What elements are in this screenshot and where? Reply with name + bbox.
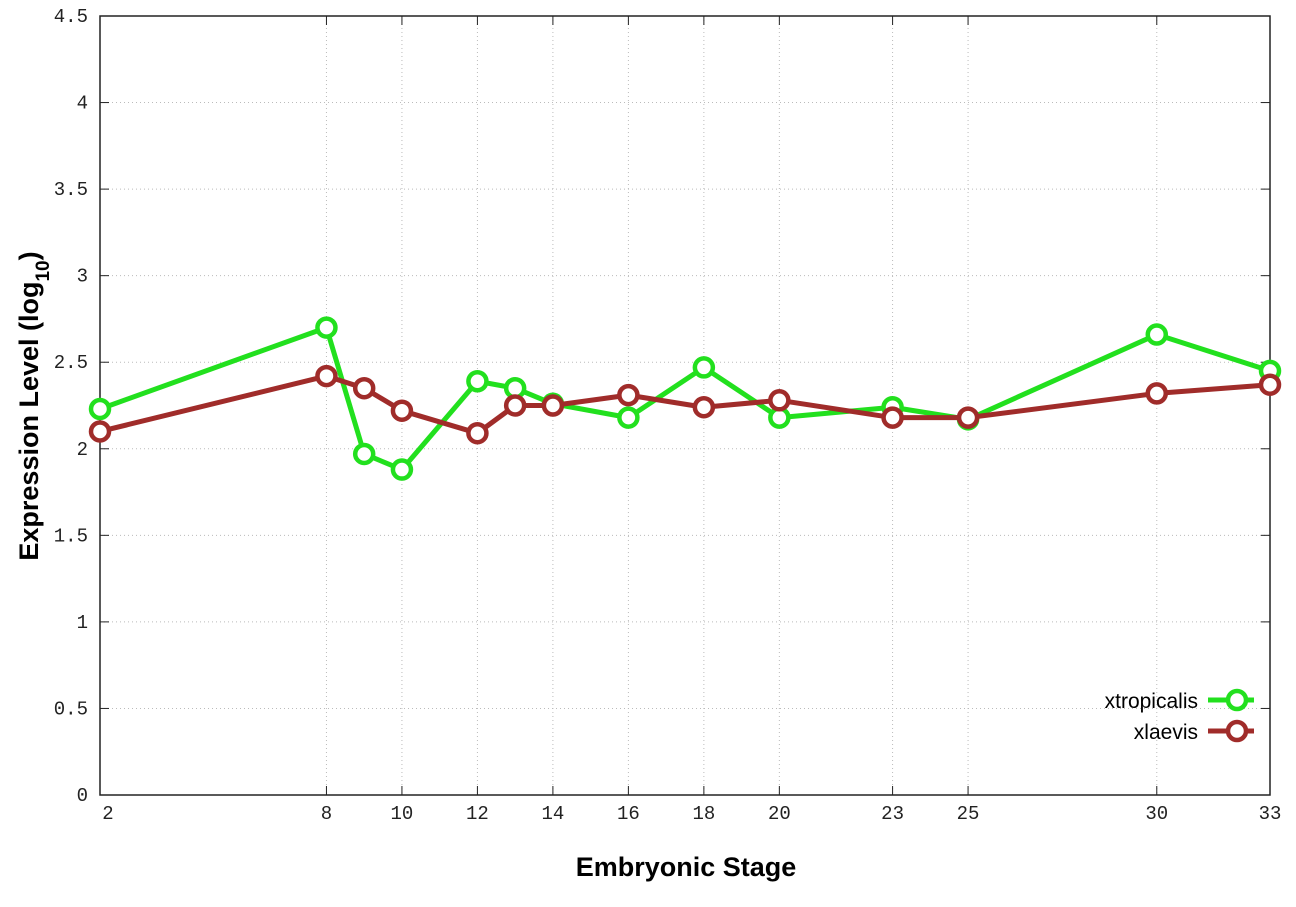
legend: xtropicalis xlaevis bbox=[1105, 688, 1254, 744]
y-tick-label: 1 bbox=[77, 612, 88, 634]
series-line-xlaevis bbox=[99, 373, 1271, 436]
y-tick-label: 3.5 bbox=[54, 179, 88, 201]
x-tick-label: 33 bbox=[1259, 803, 1282, 825]
data-point-xlaevis bbox=[768, 389, 791, 412]
data-point-xlaevis bbox=[1258, 373, 1282, 396]
data-point-xlaevis bbox=[390, 399, 414, 422]
data-point-xtropicalis bbox=[352, 442, 376, 466]
y-tick-label: 0 bbox=[77, 785, 88, 807]
data-point-xtropicalis bbox=[692, 356, 716, 379]
x-tick-label: 18 bbox=[692, 803, 715, 825]
data-point-xtropicalis bbox=[88, 397, 112, 421]
legend-marker-xlaevis bbox=[1225, 719, 1249, 743]
x-tick-label: 12 bbox=[466, 803, 489, 825]
x-tick-label: 10 bbox=[391, 803, 414, 825]
data-point-xlaevis bbox=[315, 364, 338, 388]
y-tick-label: 4.5 bbox=[54, 6, 88, 28]
data-point-xlaevis bbox=[1145, 382, 1169, 405]
data-point-xtropicalis bbox=[617, 406, 640, 429]
legend-label-xlaevis: xlaevis bbox=[1134, 721, 1198, 744]
data-point-xtropicalis bbox=[466, 370, 489, 393]
data-point-xlaevis bbox=[503, 394, 527, 417]
data-point-xtropicalis bbox=[1145, 323, 1169, 346]
data-point-xtropicalis bbox=[390, 458, 414, 481]
x-tick-label: 8 bbox=[321, 803, 332, 825]
y-axis-label: Expression Level (log10) bbox=[14, 251, 54, 560]
data-point-xlaevis bbox=[881, 406, 904, 429]
data-point-xlaevis bbox=[466, 421, 489, 445]
y-tick-label: 4 bbox=[77, 93, 88, 115]
x-axis-label: Embryonic Stage bbox=[576, 852, 797, 882]
x-tick-label: 23 bbox=[881, 803, 904, 825]
axes: 0 0.5 1 1.5 2 2.5 3 3.5 4 4.5 2 8 10 12 14 16 18 20 23 25 30… bbox=[54, 6, 1282, 825]
series-line-xtropicalis bbox=[99, 325, 1271, 473]
legend-label-xtropicalis: xtropicalis bbox=[1105, 690, 1198, 713]
x-tick-label: 30 bbox=[1145, 803, 1168, 825]
y-tick-label: 1.5 bbox=[54, 525, 88, 547]
x-tick-label: 14 bbox=[541, 803, 564, 825]
grid bbox=[100, 16, 1270, 795]
x-tick-label: 16 bbox=[617, 803, 640, 825]
legend-marker-xtropicalis bbox=[1225, 688, 1249, 712]
x-tick-label: 2 bbox=[102, 803, 113, 825]
x-tick-label: 20 bbox=[768, 803, 791, 825]
y-tick-label: 0.5 bbox=[54, 698, 88, 720]
data-point-xlaevis bbox=[88, 420, 112, 443]
data-point-xlaevis bbox=[617, 383, 640, 407]
x-tick-label: 25 bbox=[957, 803, 980, 825]
data-point-xlaevis bbox=[956, 406, 980, 429]
data-point-xtropicalis bbox=[315, 316, 338, 339]
data-point-xlaevis bbox=[352, 376, 376, 400]
y-tick-label: 2.5 bbox=[54, 352, 88, 374]
y-tick-label: 2 bbox=[77, 439, 88, 461]
y-tick-label: 3 bbox=[77, 266, 88, 288]
series-group bbox=[88, 316, 1282, 481]
data-point-xlaevis bbox=[692, 395, 716, 419]
data-point-xlaevis bbox=[541, 394, 565, 417]
